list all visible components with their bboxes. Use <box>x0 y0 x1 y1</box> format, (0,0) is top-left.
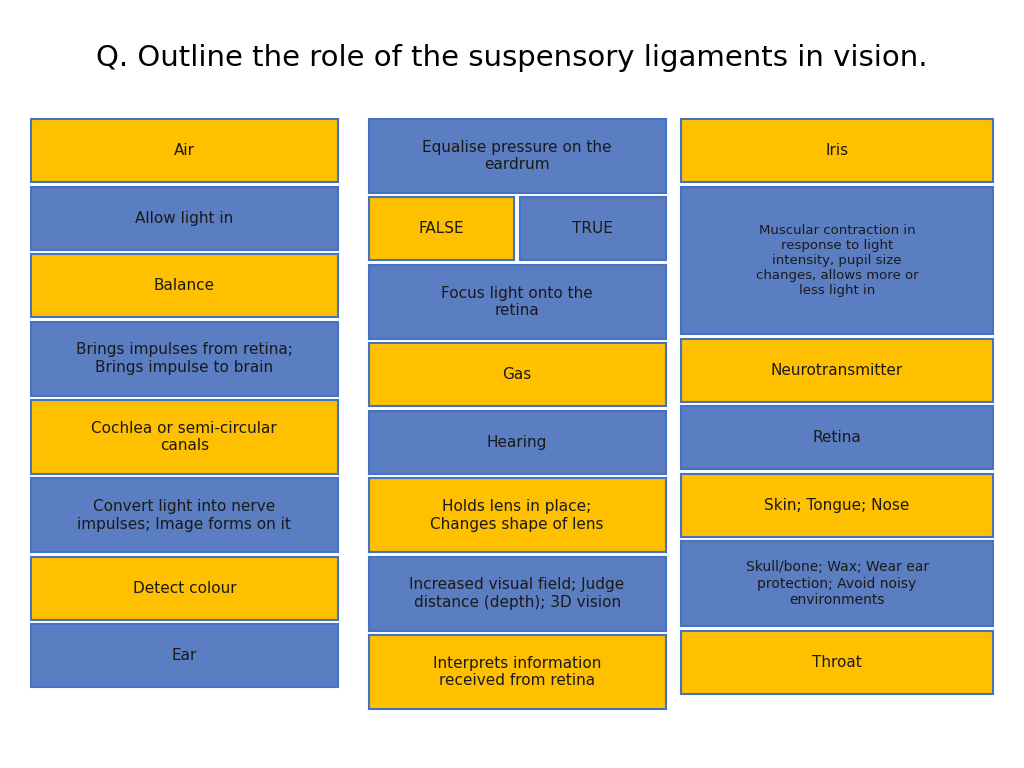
Text: Skull/bone; Wax; Wear ear
protection; Avoid noisy
environments: Skull/bone; Wax; Wear ear protection; Av… <box>745 561 929 607</box>
FancyBboxPatch shape <box>31 478 338 552</box>
Text: Neurotransmitter: Neurotransmitter <box>771 362 903 378</box>
Text: Focus light onto the
retina: Focus light onto the retina <box>441 286 593 318</box>
Text: Throat: Throat <box>812 654 862 670</box>
FancyBboxPatch shape <box>369 411 666 474</box>
FancyBboxPatch shape <box>369 343 666 406</box>
FancyBboxPatch shape <box>681 187 993 334</box>
FancyBboxPatch shape <box>369 197 514 260</box>
FancyBboxPatch shape <box>31 187 338 250</box>
Text: Equalise pressure on the
eardrum: Equalise pressure on the eardrum <box>422 140 612 172</box>
FancyBboxPatch shape <box>369 557 666 631</box>
FancyBboxPatch shape <box>31 254 338 317</box>
FancyBboxPatch shape <box>369 265 666 339</box>
FancyBboxPatch shape <box>681 631 993 694</box>
FancyBboxPatch shape <box>681 119 993 182</box>
Text: Iris: Iris <box>825 143 849 158</box>
Text: Hearing: Hearing <box>487 435 547 450</box>
Text: Ear: Ear <box>172 648 197 664</box>
Text: Cochlea or semi-circular
canals: Cochlea or semi-circular canals <box>91 421 278 453</box>
Text: Balance: Balance <box>154 278 215 293</box>
FancyBboxPatch shape <box>681 541 993 626</box>
Text: Convert light into nerve
impulses; Image forms on it: Convert light into nerve impulses; Image… <box>78 499 291 531</box>
FancyBboxPatch shape <box>31 322 338 396</box>
FancyBboxPatch shape <box>369 635 666 709</box>
Text: FALSE: FALSE <box>419 221 464 237</box>
FancyBboxPatch shape <box>31 119 338 182</box>
Text: Increased visual field; Judge
distance (depth); 3D vision: Increased visual field; Judge distance (… <box>410 578 625 610</box>
FancyBboxPatch shape <box>681 406 993 469</box>
FancyBboxPatch shape <box>681 474 993 537</box>
Text: Holds lens in place;
Changes shape of lens: Holds lens in place; Changes shape of le… <box>430 499 604 531</box>
FancyBboxPatch shape <box>520 197 666 260</box>
FancyBboxPatch shape <box>681 339 993 402</box>
Text: TRUE: TRUE <box>572 221 613 237</box>
FancyBboxPatch shape <box>31 557 338 620</box>
Text: Muscular contraction in
response to light
intensity, pupil size
changes, allows : Muscular contraction in response to ligh… <box>756 223 919 297</box>
FancyBboxPatch shape <box>369 119 666 193</box>
FancyBboxPatch shape <box>31 400 338 474</box>
Text: Detect colour: Detect colour <box>132 581 237 596</box>
Text: Skin; Tongue; Nose: Skin; Tongue; Nose <box>765 498 909 513</box>
Text: Allow light in: Allow light in <box>135 210 233 226</box>
FancyBboxPatch shape <box>369 478 666 552</box>
Text: Air: Air <box>174 143 195 158</box>
Text: Interprets information
received from retina: Interprets information received from ret… <box>433 656 601 688</box>
Text: Brings impulses from retina;
Brings impulse to brain: Brings impulses from retina; Brings impu… <box>76 343 293 375</box>
Text: Gas: Gas <box>503 367 531 382</box>
Text: Retina: Retina <box>813 430 861 445</box>
Text: Q. Outline the role of the suspensory ligaments in vision.: Q. Outline the role of the suspensory li… <box>96 44 928 71</box>
FancyBboxPatch shape <box>31 624 338 687</box>
